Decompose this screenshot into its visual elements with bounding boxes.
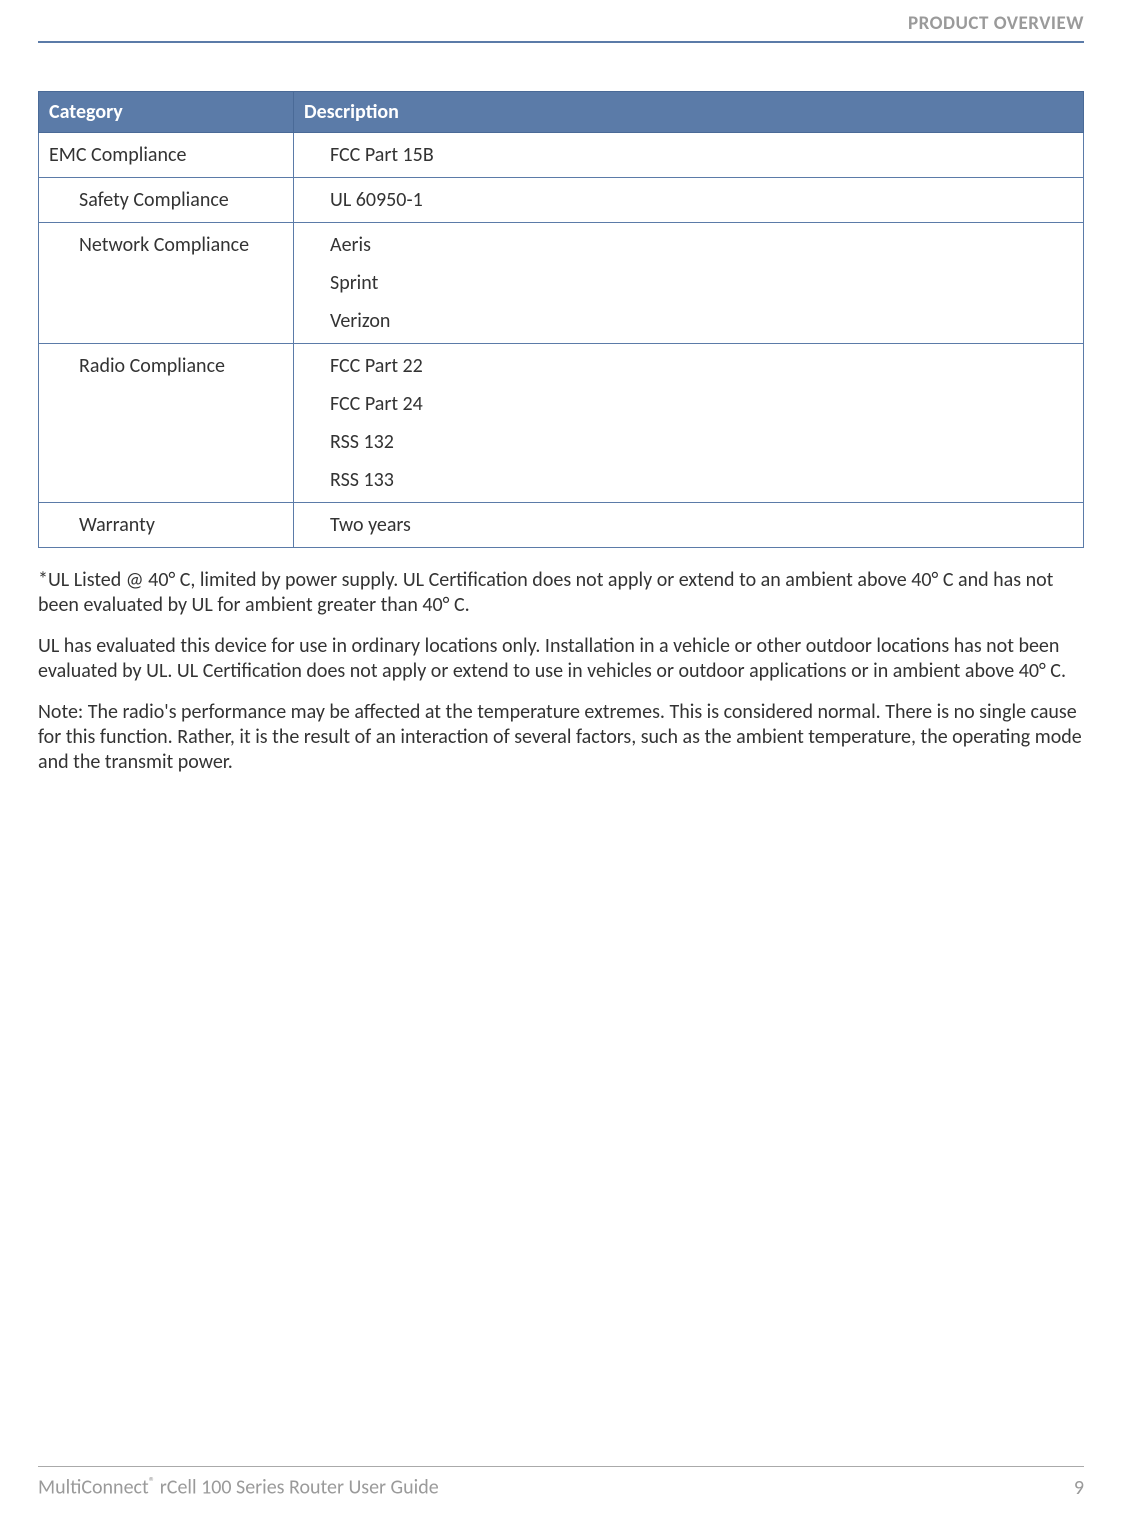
desc-item: RSS 132 — [330, 430, 1073, 454]
table-header-description: Description — [294, 92, 1084, 133]
desc-item: Verizon — [330, 309, 1073, 333]
footer-product-title: MultiConnect® rCell 100 Series Router Us… — [38, 1475, 439, 1500]
table-row: Network Compliance Aeris Sprint Verizon — [39, 223, 1084, 344]
desc-item: FCC Part 22 — [330, 354, 1073, 378]
cell-category: Warranty — [39, 503, 294, 548]
table-header-row: Category Description — [39, 92, 1084, 133]
desc-item: RSS 133 — [330, 468, 1073, 492]
table-row: Warranty Two years — [39, 503, 1084, 548]
cell-category: Radio Compliance — [39, 344, 294, 503]
cell-description: UL 60950-1 — [294, 178, 1084, 223]
table-row: EMC Compliance FCC Part 15B — [39, 133, 1084, 178]
table-row: Radio Compliance FCC Part 22 FCC Part 24… — [39, 344, 1084, 503]
cell-description: FCC Part 15B — [294, 133, 1084, 178]
desc-item: Two years — [330, 513, 1073, 537]
desc-item: FCC Part 24 — [330, 392, 1073, 416]
content-area: Category Description EMC Compliance FCC … — [38, 43, 1084, 775]
cell-category: EMC Compliance — [39, 133, 294, 178]
page-number: 9 — [1074, 1476, 1084, 1500]
page-header: PRODUCT OVERVIEW — [38, 0, 1084, 43]
section-title: PRODUCT OVERVIEW — [908, 12, 1084, 35]
desc-item: Sprint — [330, 271, 1073, 295]
paragraph: UL has evaluated this device for use in … — [38, 634, 1084, 684]
cell-description: FCC Part 22 FCC Part 24 RSS 132 RSS 133 — [294, 344, 1084, 503]
page-footer: MultiConnect® rCell 100 Series Router Us… — [38, 1466, 1084, 1500]
desc-item: UL 60950-1 — [330, 188, 1073, 212]
cell-category: Safety Compliance — [39, 178, 294, 223]
paragraph: *UL Listed @ 40° C, limited by power sup… — [38, 568, 1084, 618]
paragraph: Note: The radio's performance may be aff… — [38, 700, 1084, 775]
footer-prefix: MultiConnect — [38, 1476, 149, 1500]
page: PRODUCT OVERVIEW Category Description EM… — [0, 0, 1122, 1522]
cell-description: Aeris Sprint Verizon — [294, 223, 1084, 344]
specifications-table: Category Description EMC Compliance FCC … — [38, 91, 1084, 548]
table-row: Safety Compliance UL 60950-1 — [39, 178, 1084, 223]
desc-item: Aeris — [330, 233, 1073, 257]
table-header-category: Category — [39, 92, 294, 133]
cell-category: Network Compliance — [39, 223, 294, 344]
footer-suffix: rCell 100 Series Router User Guide — [155, 1476, 438, 1500]
cell-description: Two years — [294, 503, 1084, 548]
desc-item: FCC Part 15B — [330, 143, 1073, 167]
body-text-block: *UL Listed @ 40° C, limited by power sup… — [38, 568, 1084, 775]
